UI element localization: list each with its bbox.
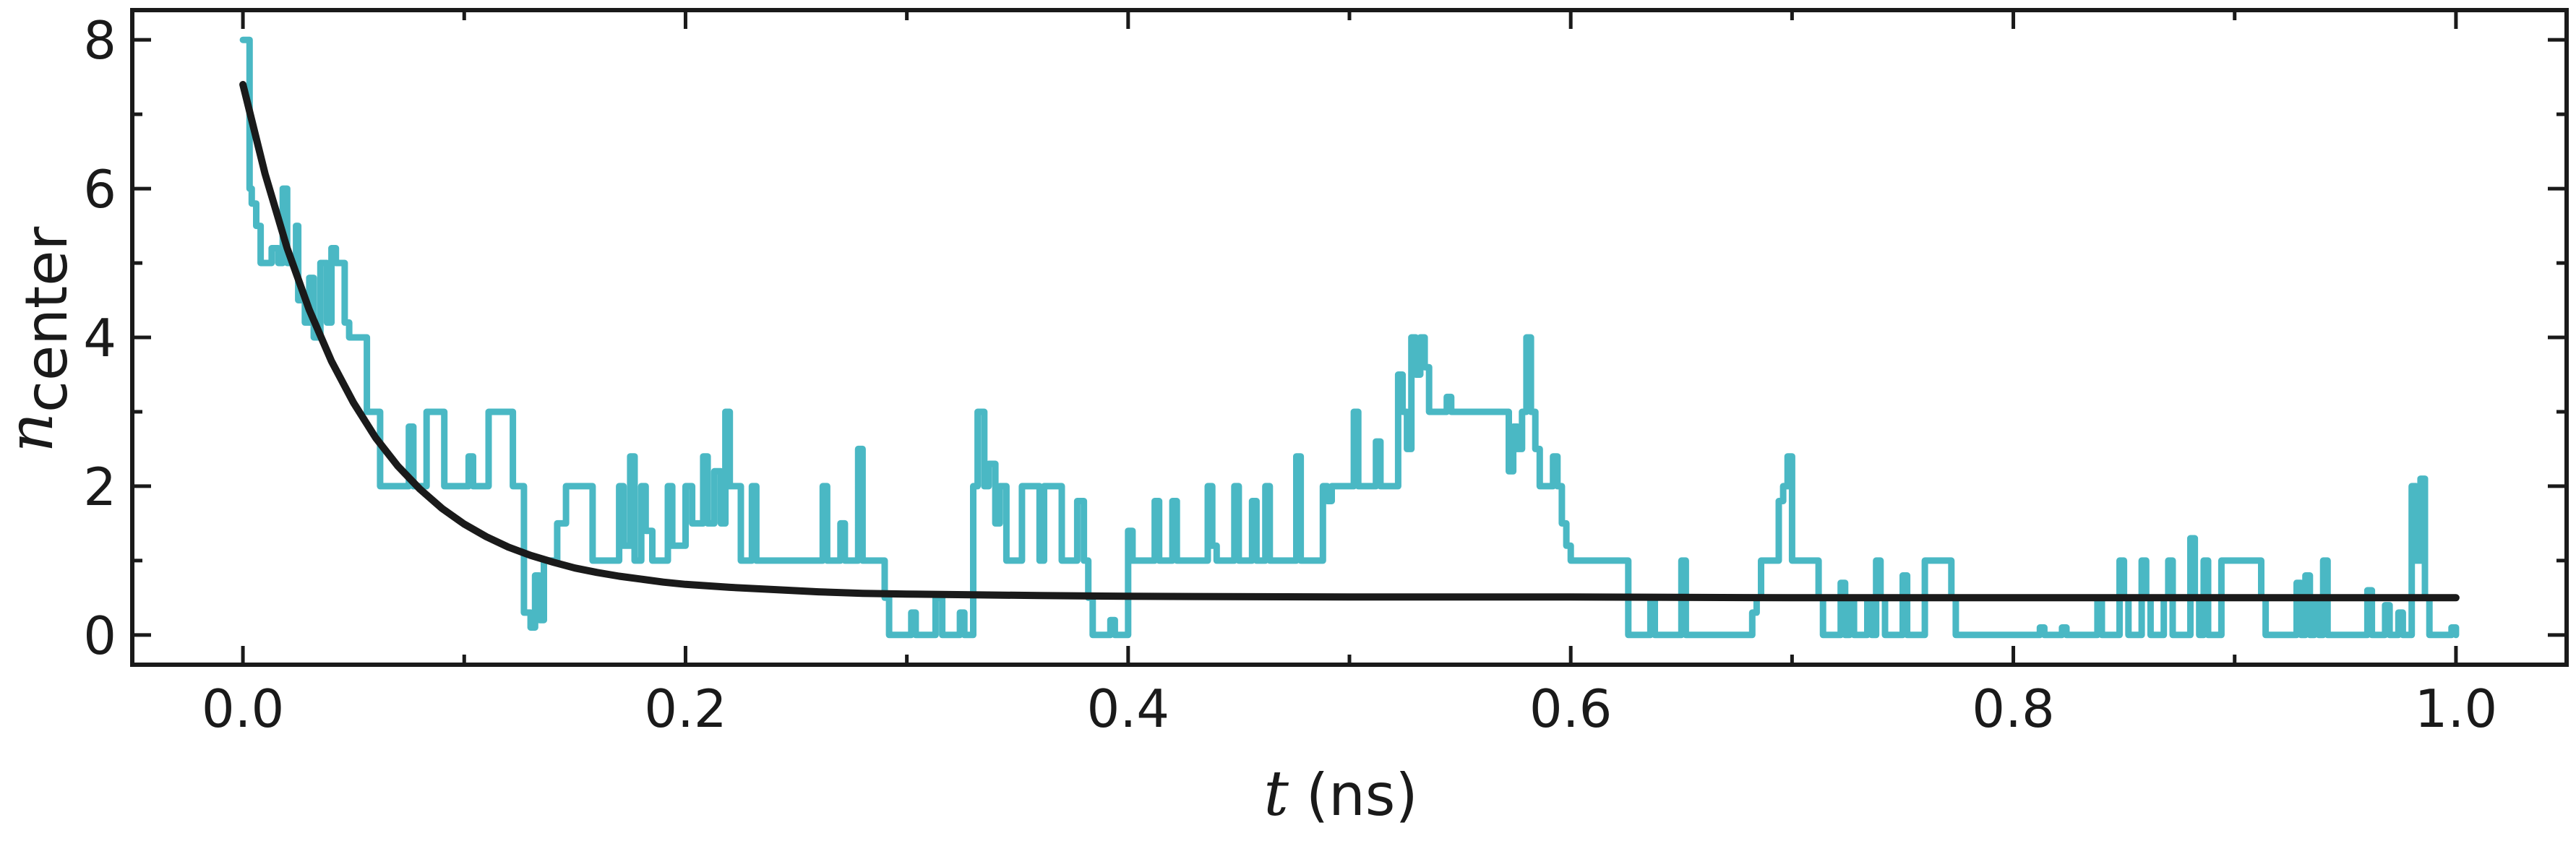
svg-text:t(ns): t (ns) — [1263, 758, 1417, 830]
y-axis-label: ncenter — [0, 227, 80, 453]
y-tick-label: 0 — [83, 605, 116, 666]
ticks-layer: 0.0 0.2 0.4 0.6 0.8 1.0 0 2 4 6 8 — [83, 10, 2567, 739]
x-axis-label: t (ns) — [1263, 758, 1417, 830]
series-trajectory-line — [239, 36, 2460, 639]
x-tick-label: 0.2 — [644, 678, 727, 739]
plot-frame — [130, 8, 2569, 667]
y-axis-label-symbol: n — [0, 413, 67, 452]
x-axis-label-symbol: t — [1263, 758, 1289, 830]
y-tick-label: 6 — [83, 159, 116, 220]
x-tick-label: 0.4 — [1087, 678, 1170, 739]
y-axis-label-subscript: center — [13, 227, 80, 413]
x-tick-label: 0.6 — [1529, 678, 1613, 739]
series-layer — [239, 36, 2460, 639]
x-tick-label: 0.0 — [202, 678, 285, 739]
x-axis-label-unit: (ns) — [1306, 762, 1418, 829]
y-tick-label: 4 — [83, 308, 116, 368]
y-tick-label: 2 — [83, 457, 116, 517]
y-tick-label: 8 — [83, 10, 116, 71]
x-tick-label: 1.0 — [2415, 678, 2498, 739]
x-tick-label: 0.8 — [1972, 678, 2055, 739]
svg-text:ncenter: ncenter — [0, 227, 80, 453]
series-fit-line — [239, 81, 2460, 602]
